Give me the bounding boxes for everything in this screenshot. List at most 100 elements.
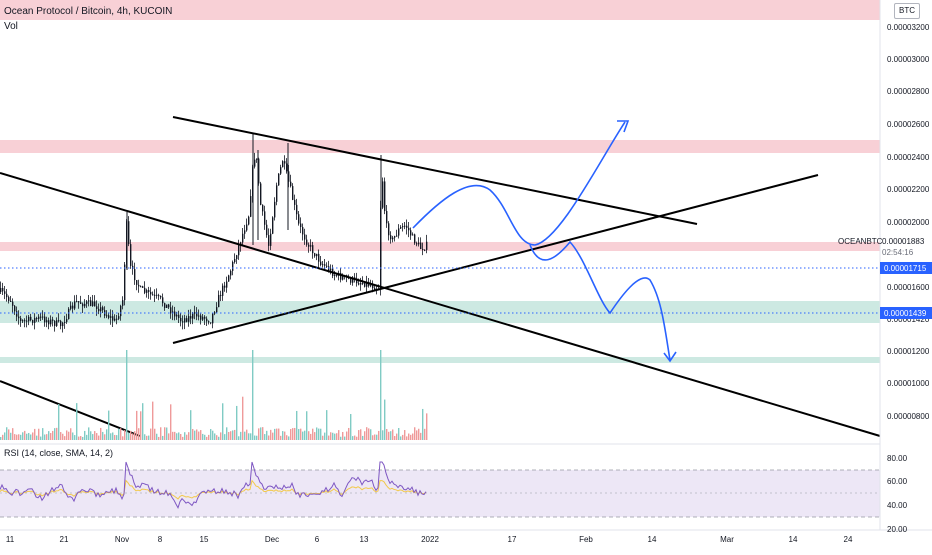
volume-bar	[114, 434, 116, 440]
candle-body	[108, 315, 110, 318]
resistance-zone-top	[0, 0, 880, 20]
candle-body	[370, 285, 372, 287]
candle-body	[162, 297, 164, 304]
candle-body	[334, 274, 336, 276]
price-axis-label: 0.00002600	[887, 120, 930, 129]
candle-body	[192, 313, 194, 319]
rsi-indicator-title[interactable]: RSI (14, close, SMA, 14, 2)	[4, 448, 114, 458]
candle-body	[36, 317, 38, 319]
volume-bar	[230, 431, 232, 440]
candle-body	[0, 288, 2, 292]
candle-body	[94, 301, 96, 307]
candle-body	[254, 159, 256, 167]
candle-body	[278, 173, 280, 186]
candle-body	[118, 316, 120, 319]
volume-indicator-label[interactable]: Vol	[4, 21, 18, 32]
volume-bar	[88, 427, 90, 440]
volume-bar	[0, 436, 2, 440]
candle-body	[374, 288, 376, 291]
volume-bar	[328, 435, 330, 440]
candle-body	[70, 305, 72, 309]
volume-bar	[186, 434, 188, 440]
volume-bar	[116, 435, 118, 440]
volume-bar	[312, 428, 314, 440]
resistance-zone-upper	[0, 140, 880, 153]
volume-bar	[298, 429, 300, 440]
volume-bar	[142, 403, 144, 440]
volume-bar	[66, 430, 68, 440]
volume-bar	[250, 433, 252, 440]
symbol-label: OCEANBTC	[838, 237, 883, 246]
volume-bar	[290, 429, 292, 440]
volume-bar	[38, 428, 40, 440]
volume-bar	[300, 428, 302, 440]
candle-body	[44, 316, 46, 323]
candle-body	[392, 237, 394, 240]
volume-bar	[270, 429, 272, 440]
volume-bar	[314, 432, 316, 440]
volume-bar	[126, 350, 128, 440]
volume-bar	[302, 431, 304, 440]
candle-body	[30, 316, 32, 321]
volume-bar	[176, 433, 178, 440]
time-axis-label: 11	[6, 535, 15, 544]
candle-body	[264, 211, 266, 225]
volume-bar	[384, 399, 386, 440]
volume-bar	[306, 411, 308, 440]
volume-bar	[396, 433, 398, 440]
volume-bar	[100, 427, 102, 440]
candle-body	[384, 181, 386, 212]
candle-body	[336, 274, 338, 276]
volume-bar	[72, 432, 74, 440]
candle-body	[248, 216, 250, 225]
volume-bar	[24, 430, 26, 440]
price-axis-label: 0.00002000	[887, 218, 930, 227]
volume-bar	[10, 432, 12, 440]
time-axis-label: 17	[508, 535, 517, 544]
price-axis-label: 0.00001600	[887, 283, 930, 292]
candle-body	[20, 318, 22, 321]
candle-body	[6, 293, 8, 298]
volume-bar	[112, 432, 114, 440]
volume-bar	[128, 432, 130, 440]
volume-bar	[338, 430, 340, 440]
candle-body	[142, 286, 144, 288]
candle-body	[116, 318, 118, 320]
volume-bar	[170, 404, 172, 440]
candle-body	[296, 204, 298, 215]
currency-button[interactable]: BTC	[894, 3, 920, 19]
volume-bar	[70, 428, 72, 440]
time-axis-label: 6	[315, 535, 320, 544]
candle-body	[32, 320, 34, 323]
volume-bar	[258, 428, 260, 440]
price-axis-label: 0.00001200	[887, 347, 930, 356]
volume-bar	[58, 404, 60, 440]
last-price-value: 0.00001883	[882, 237, 925, 246]
bar-countdown: 02:54:16	[882, 248, 914, 257]
volume-bar	[362, 435, 364, 440]
candle-body	[66, 319, 68, 322]
candle-body	[8, 297, 10, 301]
volume-bar	[156, 433, 158, 440]
volume-bar	[122, 436, 124, 440]
candle-body	[312, 245, 314, 254]
volume-bar	[64, 436, 66, 440]
candle-body	[170, 307, 172, 314]
volume-bar	[392, 429, 394, 440]
volume-bar	[36, 435, 38, 440]
volume-bar	[224, 434, 226, 440]
price-axis-label: 0.00001420	[887, 315, 930, 324]
candle-body	[204, 316, 206, 319]
candle-body	[280, 167, 282, 174]
candle-body	[58, 320, 60, 322]
candle-body	[284, 161, 286, 164]
volume-bar	[158, 436, 160, 440]
candle-body	[266, 224, 268, 236]
candle-body	[140, 286, 142, 288]
projection-arrowhead-bullish	[617, 120, 630, 133]
volume-bar	[104, 434, 106, 440]
volume-bar	[276, 428, 278, 440]
